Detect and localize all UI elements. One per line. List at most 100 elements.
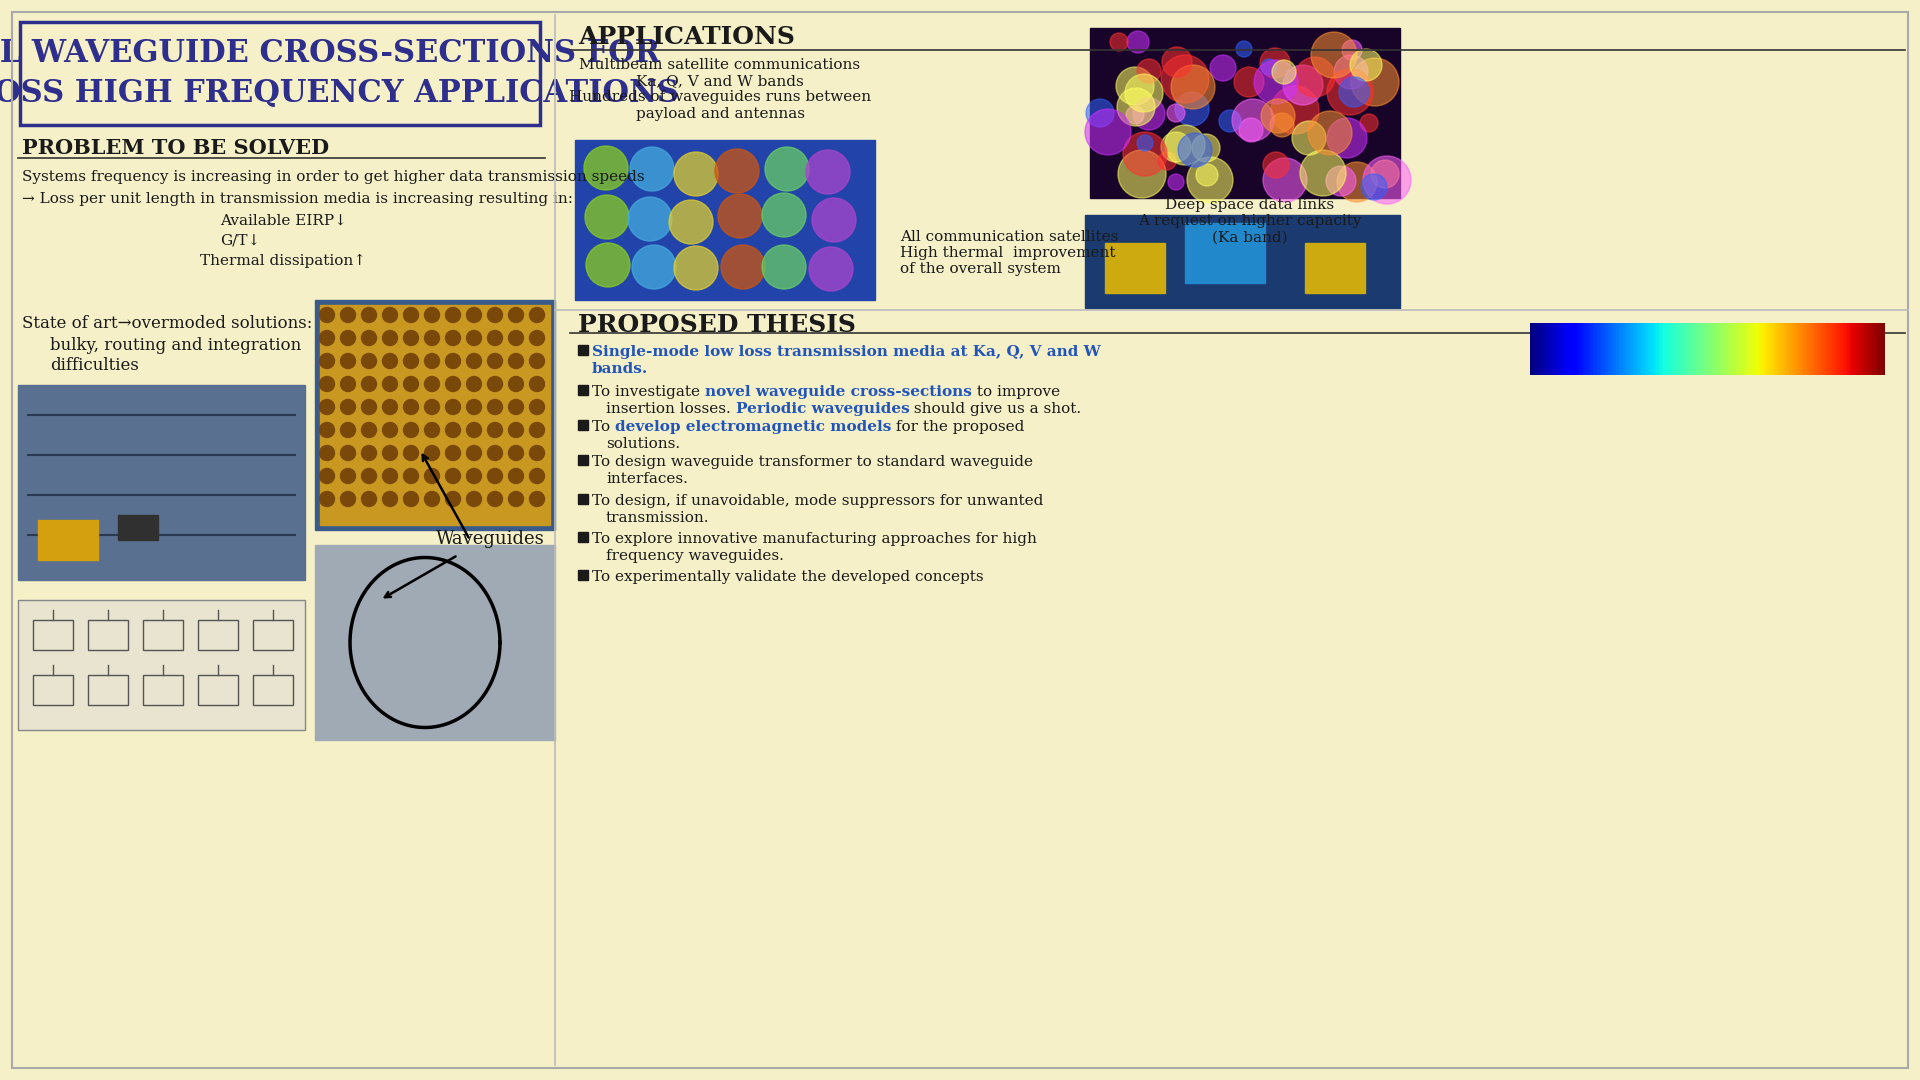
Circle shape — [509, 469, 524, 484]
Circle shape — [808, 247, 852, 291]
Bar — [315, 300, 555, 530]
Circle shape — [1087, 99, 1114, 127]
Circle shape — [722, 245, 764, 289]
Bar — [142, 620, 182, 650]
Circle shape — [361, 469, 376, 484]
Bar — [33, 620, 73, 650]
Circle shape — [319, 377, 334, 391]
Circle shape — [509, 400, 524, 415]
Text: NOVEL WAVEGUIDE CROSS-SECTIONS FOR
LOW LOSS HIGH FREQUENCY APPLICATIONS: NOVEL WAVEGUIDE CROSS-SECTIONS FOR LOW L… — [0, 38, 680, 109]
Bar — [88, 620, 129, 650]
Circle shape — [445, 445, 461, 460]
Circle shape — [1363, 156, 1411, 204]
Circle shape — [340, 308, 355, 323]
Text: Available EIRP↓: Available EIRP↓ — [221, 214, 348, 228]
Circle shape — [382, 445, 397, 460]
Text: Single-mode low loss transmission media at Ka, Q, V and W: Single-mode low loss transmission media … — [591, 345, 1100, 359]
Text: bulky, routing and integration: bulky, routing and integration — [50, 337, 301, 354]
Circle shape — [1338, 77, 1369, 107]
Circle shape — [1171, 65, 1215, 109]
Circle shape — [382, 308, 397, 323]
Bar — [1091, 28, 1400, 198]
Circle shape — [1137, 135, 1154, 151]
Circle shape — [530, 377, 545, 391]
Circle shape — [1327, 166, 1356, 195]
Circle shape — [445, 330, 461, 346]
Circle shape — [319, 469, 334, 484]
Circle shape — [424, 491, 440, 507]
Circle shape — [445, 422, 461, 437]
Text: transmission.: transmission. — [607, 511, 710, 525]
Circle shape — [586, 243, 630, 287]
Circle shape — [509, 308, 524, 323]
Circle shape — [1110, 33, 1129, 51]
Bar — [17, 600, 305, 730]
Circle shape — [403, 330, 419, 346]
Circle shape — [1269, 113, 1294, 137]
Circle shape — [361, 377, 376, 391]
Circle shape — [1162, 48, 1192, 77]
Circle shape — [762, 245, 806, 289]
Text: To investigate: To investigate — [591, 384, 705, 399]
Circle shape — [403, 377, 419, 391]
Circle shape — [1158, 152, 1175, 170]
Bar — [578, 384, 588, 395]
Circle shape — [530, 491, 545, 507]
Bar — [578, 532, 588, 542]
Text: novel waveguide cross-sections: novel waveguide cross-sections — [705, 384, 972, 399]
Text: APPLICATIONS: APPLICATIONS — [578, 25, 795, 49]
Circle shape — [1196, 164, 1217, 186]
Bar — [142, 675, 182, 705]
Circle shape — [319, 445, 334, 460]
Circle shape — [424, 422, 440, 437]
Circle shape — [319, 400, 334, 415]
Circle shape — [1300, 150, 1346, 195]
Circle shape — [467, 445, 482, 460]
Circle shape — [530, 330, 545, 346]
Circle shape — [424, 469, 440, 484]
Circle shape — [764, 147, 808, 191]
Circle shape — [1283, 65, 1323, 105]
Circle shape — [1336, 162, 1377, 202]
Circle shape — [1261, 59, 1277, 75]
Bar — [117, 515, 157, 540]
Circle shape — [1085, 109, 1131, 156]
Text: PROPOSED THESIS: PROPOSED THESIS — [578, 313, 856, 337]
Circle shape — [1271, 60, 1296, 84]
Circle shape — [1133, 98, 1165, 130]
Text: To design waveguide transformer to standard waveguide: To design waveguide transformer to stand… — [591, 455, 1033, 469]
Circle shape — [340, 445, 355, 460]
Circle shape — [488, 491, 503, 507]
Text: frequency waveguides.: frequency waveguides. — [607, 549, 783, 563]
Circle shape — [1350, 49, 1382, 81]
Text: Periodic waveguides: Periodic waveguides — [735, 402, 910, 416]
Circle shape — [530, 445, 545, 460]
Circle shape — [382, 491, 397, 507]
Text: PROBLEM TO BE SOLVED: PROBLEM TO BE SOLVED — [21, 138, 328, 158]
Text: bands.: bands. — [591, 362, 649, 376]
Circle shape — [340, 491, 355, 507]
Circle shape — [403, 445, 419, 460]
Circle shape — [1342, 40, 1361, 60]
Bar — [198, 675, 238, 705]
Circle shape — [361, 400, 376, 415]
Text: To design, if unavoidable, mode suppressors for unwanted: To design, if unavoidable, mode suppress… — [591, 494, 1043, 508]
Bar — [578, 420, 588, 430]
Circle shape — [1311, 32, 1357, 78]
Circle shape — [806, 150, 851, 194]
Circle shape — [1235, 67, 1263, 97]
Circle shape — [1175, 92, 1210, 126]
Text: should give us a shot.: should give us a shot. — [910, 402, 1081, 416]
Circle shape — [467, 400, 482, 415]
Circle shape — [1236, 41, 1252, 57]
Circle shape — [1308, 111, 1352, 156]
Circle shape — [488, 308, 503, 323]
Circle shape — [403, 491, 419, 507]
Circle shape — [319, 491, 334, 507]
Text: Multibeam satellite communications
Ka, Q, V and W bands
Hundreds of waveguides r: Multibeam satellite communications Ka, Q… — [568, 58, 872, 121]
Circle shape — [1292, 121, 1327, 156]
Circle shape — [340, 422, 355, 437]
Bar — [19, 22, 540, 125]
Bar — [578, 570, 588, 580]
Circle shape — [1263, 158, 1308, 202]
